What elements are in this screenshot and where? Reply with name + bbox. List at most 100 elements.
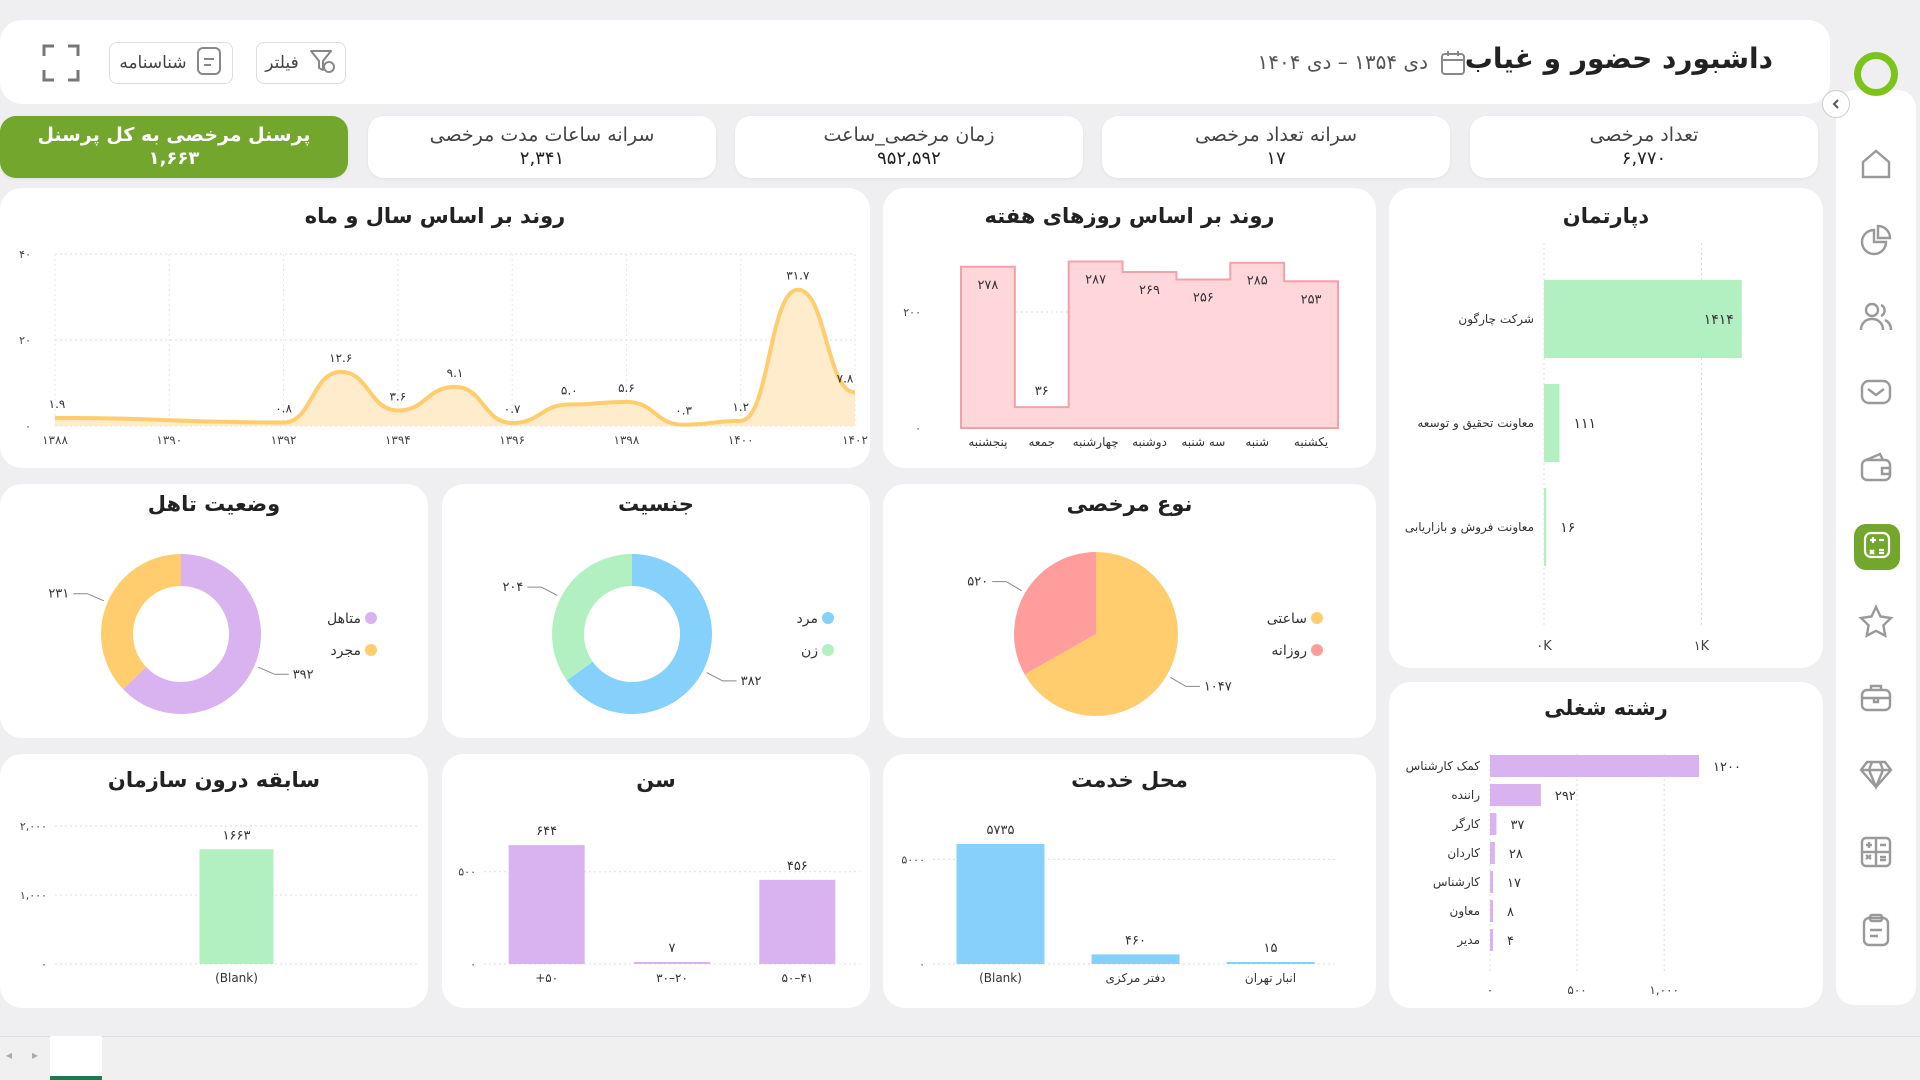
id-button[interactable]: شناسنامه [109, 42, 233, 84]
chart-title: نوع مرخصی [1066, 492, 1193, 516]
chart-age: ۰ ۵۰۰ ۶۴۴ +۵۰ ۷ ۳۰–۲۰ ۴۵۶ ۵۰–۴۱ [458, 824, 860, 985]
data-label: ۱۷ [1507, 876, 1521, 891]
category-label: کارگر [1452, 817, 1481, 832]
star-icon [1858, 604, 1894, 644]
kpi-staff-ratio: پرسنل مرخصی به کل پرسنل ۱,۶۶۳ [0, 116, 348, 178]
page-title: داشبورد حضور و غیاب [1464, 42, 1773, 75]
nav-calculations[interactable] [1856, 834, 1896, 874]
x-tick-label: ۱۳۹۰ [156, 433, 182, 447]
document-icon [195, 46, 223, 80]
nav-messages[interactable] [1856, 374, 1896, 414]
category-label: معاونت فروش و بازاریابی [1405, 520, 1534, 535]
data-label: ۱۴۱۴ [1704, 312, 1734, 328]
kpi-value: ۲,۳۴۱ [519, 148, 565, 169]
x-tick-label: (Blank) [979, 971, 1022, 985]
data-label: ۲۳۱ [48, 587, 69, 602]
category-label: راننده [1451, 788, 1480, 803]
data-label: ۴ [1507, 934, 1514, 949]
slice [566, 554, 712, 714]
nav-jobs[interactable] [1856, 680, 1896, 720]
y-tick-label: ۲,۰۰۰ [20, 820, 47, 833]
collapse-button[interactable] [1822, 90, 1850, 118]
data-label: ۴۵۶ [787, 859, 808, 874]
header-bar [0, 20, 1830, 104]
slice [122, 554, 261, 714]
nav-home[interactable] [1856, 146, 1896, 186]
fullscreen-icon[interactable] [42, 44, 80, 82]
x-tick-label: ۱۳۹۶ [499, 433, 525, 447]
y-tick-label: ۰ [915, 422, 921, 435]
bar [1490, 813, 1497, 835]
chart-title: وضعیت تاهل [147, 492, 281, 516]
nav-calculator-active[interactable] [1854, 524, 1900, 570]
nav-premium[interactable] [1856, 756, 1896, 796]
filter-label: فیلتر [265, 53, 299, 73]
bar [1490, 755, 1699, 777]
nav-favorites[interactable] [1856, 604, 1896, 644]
data-label: ۳۷ [1510, 818, 1524, 833]
x-tick-label: انبار تهران [1245, 971, 1296, 986]
date-range[interactable]: دی ۱۳۵۴ – دی ۱۴۰۴ [1257, 50, 1429, 74]
data-label: ۲۸۵ [1247, 274, 1268, 289]
leader-line [1170, 676, 1200, 687]
scroll-right-icon[interactable]: ▸ [32, 1048, 39, 1062]
x-tick-label: ۳۰–۲۰ [656, 971, 688, 985]
kpi-title: تعداد مرخصی [1589, 124, 1699, 146]
data-label: ۳۶ [1035, 384, 1049, 399]
bar [1490, 842, 1495, 864]
y-tick-label: ۵۰۰ [458, 866, 476, 879]
category-label: مدیر [1456, 933, 1480, 948]
slice [552, 554, 632, 681]
legend-marker [365, 644, 377, 656]
data-label: ۲۶۹ [1139, 283, 1160, 298]
chart-tenure: ۰ ۱,۰۰۰ ۲,۰۰۰ ۱۶۶۳ (Blank) [20, 820, 418, 985]
data-label: ۰.۸ [275, 402, 292, 416]
data-label: ۵.۶ [618, 381, 635, 395]
legend-marker [822, 644, 834, 656]
data-label: ۹.۱ [447, 366, 464, 380]
data-label: ۷.۸ [837, 371, 854, 385]
chart-title: دپارتمان [1562, 204, 1650, 228]
nav-wallet[interactable] [1856, 450, 1896, 490]
scroll-left-icon[interactable]: ◂ [6, 1048, 13, 1062]
slice [101, 554, 181, 690]
briefcase-icon [1858, 680, 1894, 720]
message-icon [1858, 374, 1894, 414]
data-label: ۰.۷ [504, 402, 521, 416]
nav-users[interactable] [1856, 298, 1896, 338]
chart-location: ۰ ۵۰۰۰ ۵۷۳۵ (Blank) ۴۶۰ دفتر مرکزی ۱۵ انبار تهر… [901, 823, 1338, 986]
y-tick-label: ۴۰ [19, 248, 31, 261]
card-tenure: سابقه درون سازمان ۰ ۱,۰۰۰ ۲,۰۰۰ ۱۶۶۳ (Blank) [0, 754, 428, 1008]
chart-leave-type: ۱۰۴۷ ۵۲۰ ساعتی روزانه [967, 552, 1323, 716]
y-tick-label: ۰ [919, 958, 925, 971]
chart-title: روند بر اساس سال و ماه [304, 204, 566, 228]
bar [956, 844, 1045, 964]
wallet-icon [1858, 450, 1894, 490]
legend-marker [365, 612, 377, 624]
nav-charts[interactable] [1856, 222, 1896, 262]
chart-title: سابقه درون سازمان [107, 768, 321, 792]
chart-job: ۰ ۵۰۰ ۱,۰۰۰ کمک کارشناس ۱۲۰۰ راننده ۲۹۲ کارگر ۳۷… [1406, 754, 1741, 997]
data-label: ۲۸۷ [1085, 273, 1106, 288]
kpi-value: ۱,۶۶۳ [148, 148, 200, 169]
category-label: کاردان [1447, 846, 1480, 861]
slice [1014, 552, 1096, 675]
bar [1226, 962, 1315, 964]
series-area [55, 289, 855, 426]
data-label: ۶۴۴ [536, 824, 557, 839]
sheet-tab[interactable] [50, 1036, 102, 1080]
bar [1544, 384, 1560, 462]
legend-label: روزانه [1271, 643, 1307, 659]
filter-button[interactable]: فیلتر [256, 42, 346, 84]
nav-clipboard[interactable] [1856, 912, 1896, 952]
data-label: ۱۰۴۷ [1204, 679, 1232, 694]
bar [1544, 488, 1547, 566]
data-label: ۱۵ [1264, 941, 1278, 956]
kpi-leave-per-capita: سرانه تعداد مرخصی ۱۷ [1102, 116, 1450, 178]
y-tick-label: ۲۰ [19, 334, 31, 347]
bar [759, 879, 836, 964]
card-department: دپارتمان ۰K ۱K شرکت چارگون ۱۴۱۴ معاونت تحقیق… [1389, 188, 1823, 668]
pie-chart-icon [1858, 222, 1894, 262]
home-icon [1858, 146, 1894, 186]
bar [1490, 784, 1541, 806]
